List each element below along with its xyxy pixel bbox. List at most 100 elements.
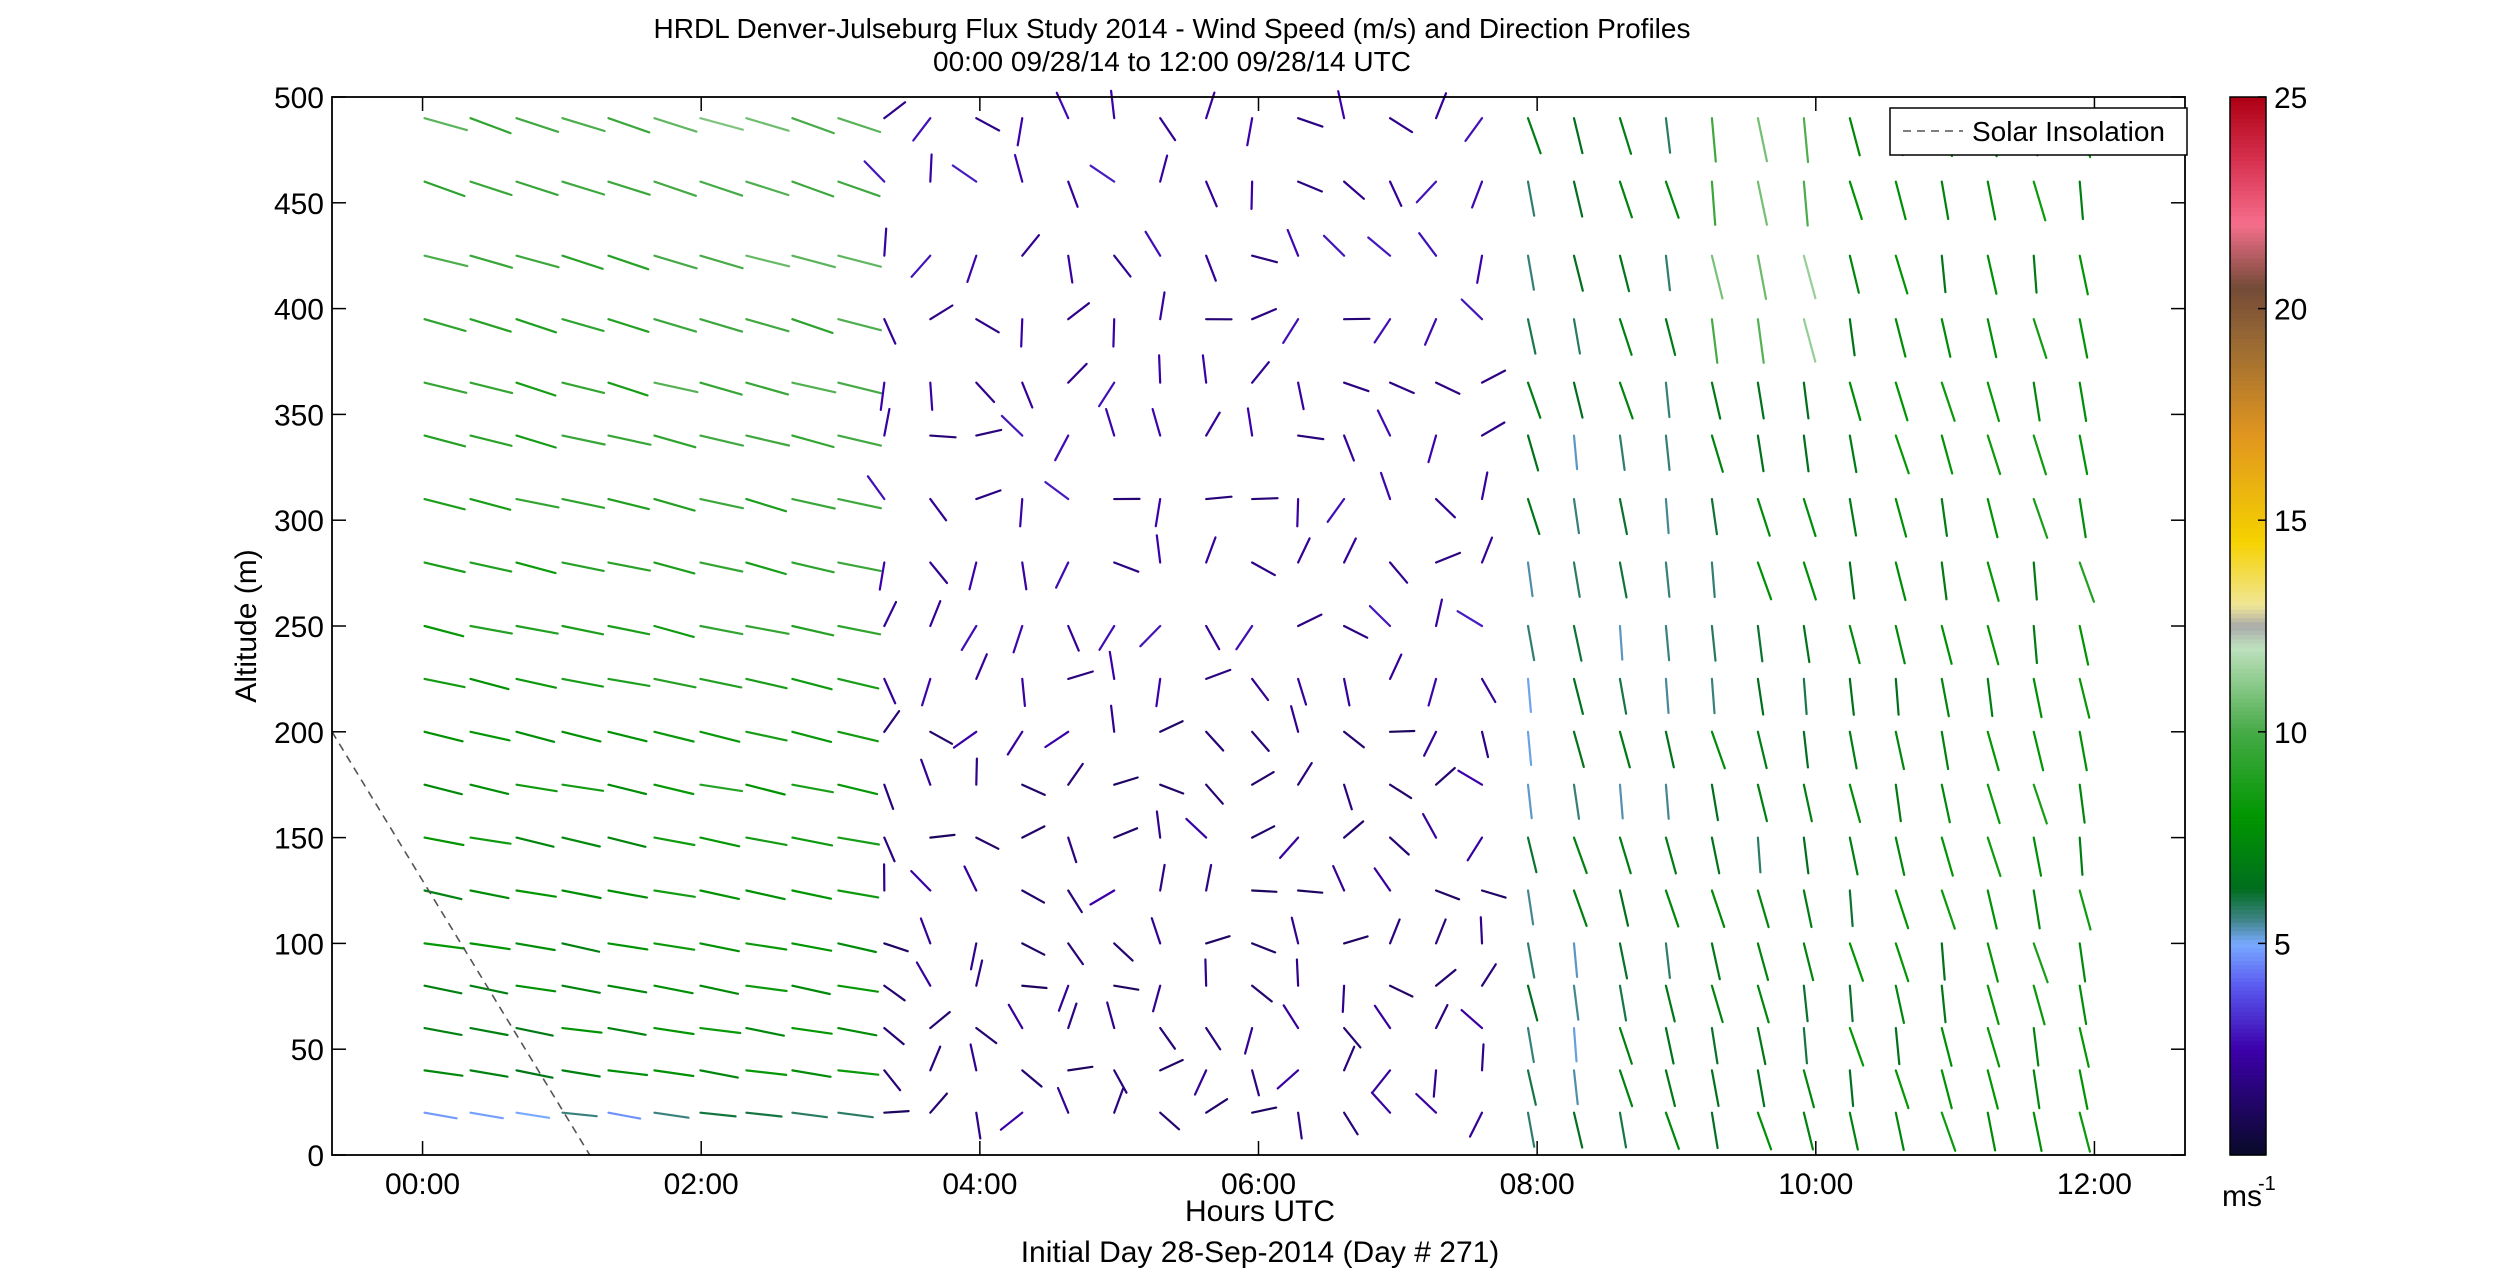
wind-barb-62 [1572,1069,1579,1106]
wind-barb-304 [791,730,833,744]
wind-barb-216 [1848,889,1854,928]
wind-barb-230 [791,836,834,847]
wind-barb-538 [1342,381,1370,393]
colorbar-segment-154 [2230,499,2266,504]
wind-barb-467 [1480,471,1489,501]
wind-barb-93 [1282,1004,1300,1030]
colorbar-unit: ms [2222,1180,2262,1213]
wind-barb-550 [1894,381,1909,422]
wind-barb-543 [1572,381,1584,419]
wind-barb-404 [1986,624,2000,666]
wind-barb-254 [1894,836,1906,877]
wind-barb-229 [745,836,788,847]
wind-barb-635 [699,180,744,197]
wind-barb-482 [469,434,513,447]
wind-barb-148 [423,942,466,950]
wind-barb-522 [607,381,649,397]
colorbar-segment-18 [2230,1074,2266,1080]
x-tick-label-0: 00:00 [385,1168,460,1201]
wind-barb-548 [1802,381,1810,420]
wind-barb-94 [1342,1026,1362,1049]
wind-barb-275 [1159,783,1185,795]
wind-barb-61 [1526,1069,1537,1106]
wind-barb-121 [883,984,906,1002]
wind-barb-504 [1480,421,1506,437]
wind-barb-611 [1286,228,1300,257]
colorbar-segment-157 [2230,486,2266,492]
colorbar-segment-16 [2230,1083,2266,1088]
wind-barb-413 [699,561,744,573]
wind-barb-126 [1113,984,1140,991]
wind-barb-287 [1710,783,1720,822]
colorbar-segment-148 [2230,524,2266,530]
wind-barb-36 [2078,1111,2091,1153]
wind-barb-384 [1067,624,1080,652]
wind-barb-246 [1526,836,1538,874]
colorbar-segment-186 [2230,363,2266,369]
colorbar-segment-82 [2230,803,2266,809]
wind-barb-220 [2032,889,2041,930]
wind-barb-347 [1067,670,1094,681]
wind-barb-232 [883,836,896,863]
wind-barb-41 [607,1069,649,1077]
wind-barb-185 [423,889,463,901]
wind-barb-313 [1205,730,1225,752]
colorbar-segment-224 [2230,202,2266,208]
wind-barb-288 [1756,783,1769,823]
wind-barb-563 [791,318,834,334]
wind-barb-30 [1802,1111,1815,1151]
wind-barb-406 [2078,624,2090,666]
wind-barb-311 [1109,704,1116,733]
wind-barb-115 [607,984,648,994]
wind-barb-608 [1144,230,1162,257]
wind-barb-73 [2078,1069,2089,1111]
wind-barb-312 [1159,720,1184,733]
wind-barb-531 [1021,381,1034,409]
wind-barb-600 [791,254,837,269]
wind-barb-573 [1251,308,1278,321]
wind-barb-4 [607,1111,642,1120]
colorbar-segment-173 [2230,418,2266,424]
wind-barb-143 [1894,984,1906,1025]
wind-barb-514 [1940,434,1954,475]
wind-barb-590 [2032,318,2048,359]
wind-barb-35 [2032,1111,2043,1153]
wind-barb-469 [1572,497,1581,535]
wind-barb-303 [745,730,788,742]
colorbar-segment-58 [2230,905,2266,911]
wind-barb-45 [791,1069,832,1078]
wind-barb-596 [607,254,650,271]
wind-barb-480 [2078,497,2087,539]
wind-barb-365 [1894,677,1900,716]
wind-barb-305 [837,730,879,743]
wind-barb-69 [1894,1069,1910,1110]
wind-barb-410 [561,561,605,573]
wind-barb-284 [1572,783,1581,820]
colorbar-segment-83 [2230,799,2266,805]
colorbar-segment-198 [2230,312,2266,318]
colorbar-segment-136 [2230,575,2266,581]
colorbar-segment-40 [2230,981,2266,987]
colorbar-segment-11 [2230,1104,2266,1110]
wind-barb-338 [653,677,697,689]
colorbar-segment-132 [2230,592,2266,597]
wind-barb-373 [561,624,605,636]
y-tick-label-8: 400 [274,294,324,327]
wind-barb-507 [1618,434,1626,471]
wind-barb-465 [1379,471,1392,501]
wind-barb-427 [1342,537,1357,564]
wind-barb-646 [1205,180,1218,208]
colorbar-segment-212 [2230,253,2266,259]
wind-barb-6 [699,1111,737,1118]
wind-barb-450 [699,497,745,510]
wind-barb-48 [929,1045,942,1072]
colorbar-segment-242 [2230,126,2266,132]
x-tick-label-6: 12:00 [2057,1168,2132,1201]
y-tick-label-0: 0 [307,1140,324,1173]
colorbar-tick-label-0: 5 [2274,928,2291,961]
wind-barb-508 [1664,434,1671,471]
wind-barb-661 [1894,180,1907,221]
wind-barb-323 [1664,730,1675,769]
wind-barb-251 [1756,836,1762,874]
y-tick-label-3: 150 [274,823,324,856]
